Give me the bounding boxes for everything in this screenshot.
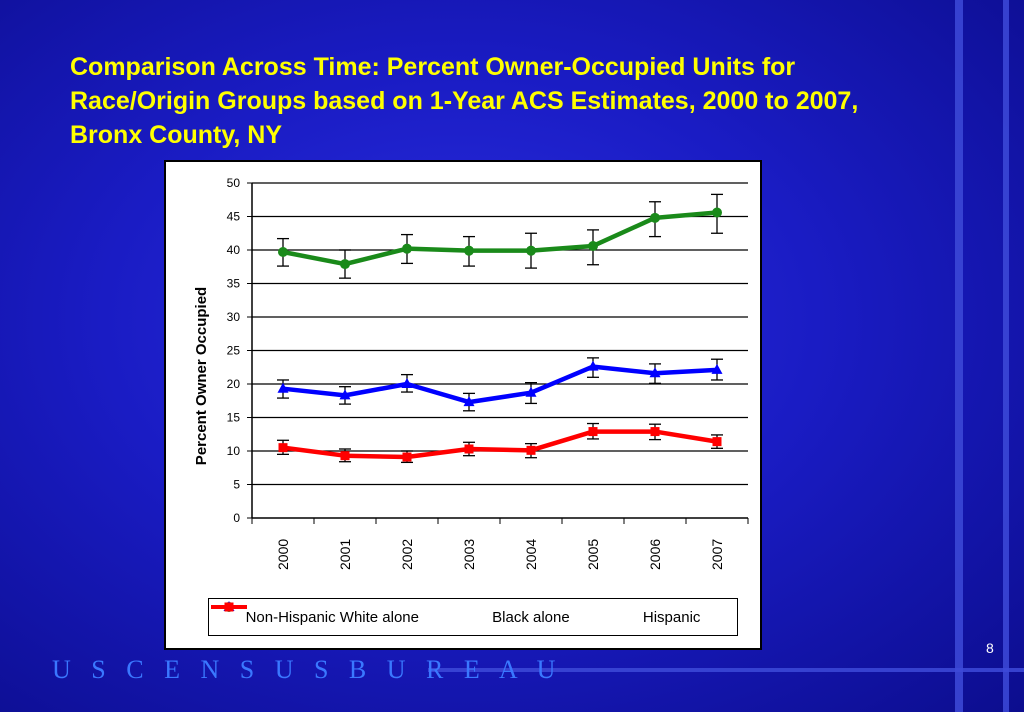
y-tick-label: 40 <box>227 243 241 257</box>
data-point <box>711 363 723 374</box>
axis-layer: 0 5 10 15 20 25 30 35 40 45 50 2000 2001 2002 2003 2004… <box>227 176 749 570</box>
legend-item: Black alone <box>211 601 570 626</box>
y-tick-label: 10 <box>227 444 241 458</box>
footer-bureau-logo: U S C E N S U S B U R E A U <box>52 655 563 684</box>
x-tick-label: 2005 <box>585 539 601 570</box>
series-line <box>282 364 718 405</box>
data-point <box>712 207 722 218</box>
data-point <box>649 367 661 378</box>
data-point <box>588 240 598 251</box>
data-point <box>712 437 722 447</box>
page-number: 8 <box>986 640 994 656</box>
data-point <box>278 247 288 258</box>
y-tick-label: 5 <box>233 478 240 492</box>
x-tick-label: 2002 <box>399 539 415 570</box>
x-tick-label: 2006 <box>647 539 663 570</box>
data-point <box>339 389 351 400</box>
grid-layer <box>252 182 748 486</box>
data-point <box>340 451 350 461</box>
x-tick-label: 2003 <box>461 539 477 570</box>
data-point <box>526 445 536 455</box>
x-tick-label: 2001 <box>337 539 353 570</box>
y-tick-label: 50 <box>227 176 241 190</box>
x-tick-label: 2004 <box>523 539 539 570</box>
data-point <box>588 427 598 437</box>
y-tick-label: 45 <box>227 210 241 224</box>
legend-label: Black alone <box>492 608 570 626</box>
series-line <box>282 210 718 267</box>
series-layer <box>277 193 723 464</box>
data-point <box>401 378 413 388</box>
y-tick-label: 15 <box>227 411 241 425</box>
legend-swatch <box>211 602 247 612</box>
legend-label: Non-Hispanic White alone <box>245 608 419 626</box>
y-tick-label: 0 <box>233 511 240 525</box>
data-point <box>526 245 536 256</box>
data-point <box>650 427 660 437</box>
x-tick-label: 2000 <box>275 539 291 570</box>
data-point <box>650 212 660 223</box>
legend-label: Hispanic <box>642 608 701 626</box>
slide-title: Comparison Across Time: Percent Owner-Oc… <box>70 53 859 149</box>
data-point <box>340 259 350 270</box>
y-tick-label: 35 <box>227 277 241 291</box>
data-point <box>464 245 474 256</box>
data-point <box>525 386 537 397</box>
series-line <box>282 429 718 460</box>
chart-svg: 0 5 10 15 20 25 30 35 40 45 50 2000 2001 2002 2003 2004… <box>193 176 749 570</box>
y-tick-label: 25 <box>227 344 241 358</box>
y-tick-label: 20 <box>227 377 241 391</box>
data-point <box>587 360 599 371</box>
chart-legend: Non-Hispanic White alone Black alone Hispa… <box>208 598 738 636</box>
data-point <box>464 444 474 454</box>
x-tick-label: 2007 <box>709 539 725 570</box>
y-axis-label: Percent Owner Occupied <box>193 287 210 465</box>
data-point <box>463 396 475 407</box>
data-point <box>402 452 412 462</box>
legend-item: Hispanic <box>211 602 701 626</box>
legend-item: Non-Hispanic White alone <box>211 602 419 626</box>
data-point <box>402 243 412 254</box>
data-point <box>277 382 289 393</box>
decor-vertical-line <box>955 0 963 712</box>
decor-horizontal-line <box>428 668 1024 672</box>
data-point <box>278 443 288 453</box>
decor-vertical-line-right <box>1003 0 1009 712</box>
chart-frame: 0 5 10 15 20 25 30 35 40 45 50 2000 2001 2002 2003 2004… <box>164 160 762 650</box>
y-tick-label: 30 <box>227 310 241 324</box>
